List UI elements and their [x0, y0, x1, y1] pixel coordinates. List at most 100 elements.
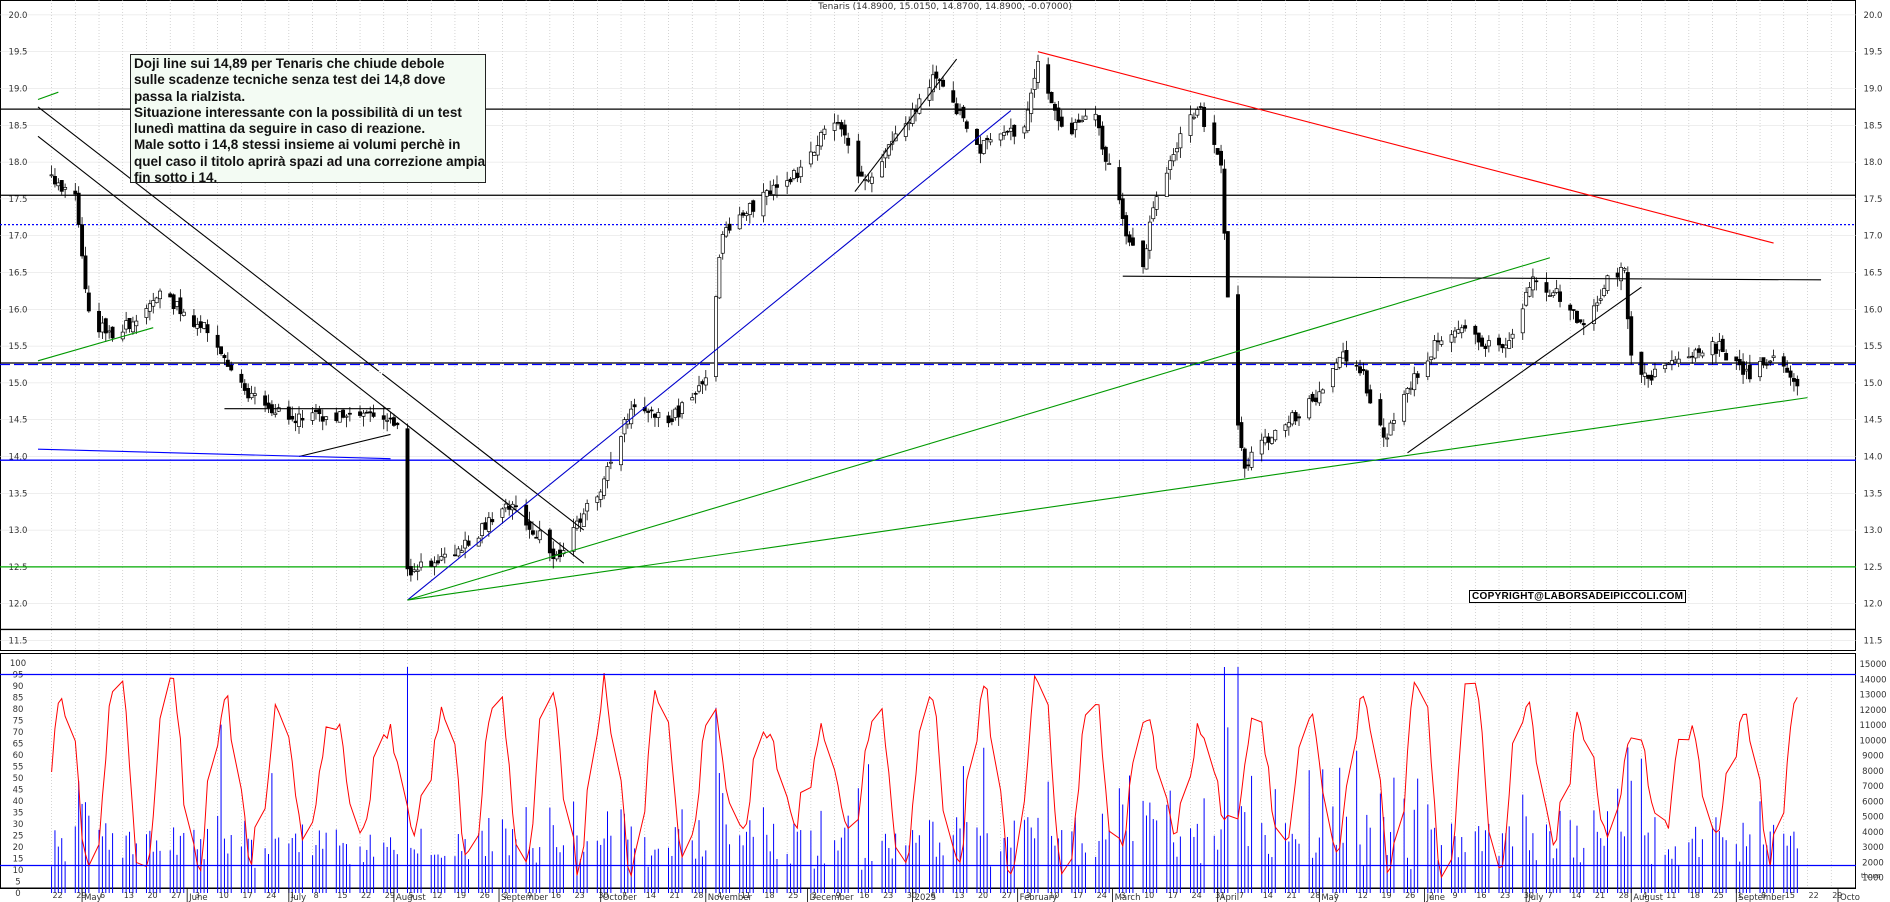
- x-day-tick: 14: [646, 891, 656, 900]
- candle-body: [242, 383, 247, 391]
- candle-body: [347, 412, 352, 415]
- trendline: [407, 257, 1551, 601]
- candle-body: [954, 103, 959, 115]
- candle-body: [578, 518, 583, 523]
- candle-body: [866, 179, 871, 182]
- osc-tick-label: 0: [15, 889, 20, 899]
- osc-tick-label: 40: [13, 797, 24, 807]
- x-month-label: June: [188, 893, 208, 902]
- candle-body: [768, 190, 773, 195]
- candle-body: [86, 292, 91, 312]
- x-day-tick: 7: [1239, 891, 1244, 900]
- candle-body: [629, 408, 634, 425]
- x-month-label: February: [1020, 893, 1058, 902]
- osc-tick-label: 30: [13, 820, 24, 830]
- candle-body: [880, 161, 885, 178]
- candle-body: [1225, 231, 1230, 298]
- volume-unit-label: thous: [1861, 872, 1881, 880]
- candle-body: [442, 553, 447, 558]
- y-tick-label-right: 13.0: [1864, 526, 1883, 536]
- candle-body: [1791, 378, 1796, 382]
- x-day-tick: 1: [290, 891, 295, 900]
- candle-body: [595, 496, 600, 503]
- x-day-tick: 22: [361, 891, 371, 900]
- x-day-tick: 25: [788, 891, 798, 900]
- candle-body: [961, 106, 966, 119]
- candle-body: [1693, 349, 1698, 359]
- x-day-tick: 12: [1358, 891, 1368, 900]
- trendline: [37, 106, 585, 531]
- candle-body: [1785, 367, 1790, 373]
- x-month-label: October: [603, 893, 638, 902]
- candle-body: [412, 569, 417, 572]
- candle-body: [673, 408, 678, 418]
- x-day-tick: 29: [1832, 891, 1842, 900]
- volume-tick-label: 9000: [1862, 752, 1884, 762]
- candlesticks: [49, 54, 1800, 582]
- candle-body: [700, 381, 705, 385]
- candle-body: [1697, 348, 1701, 353]
- x-day-tick: 27: [1002, 891, 1012, 900]
- candle-body: [1795, 378, 1800, 387]
- candle-body: [1520, 308, 1525, 334]
- candle-body: [195, 324, 200, 329]
- candle-body: [1429, 356, 1434, 360]
- candle-body: [1188, 114, 1193, 136]
- y-tick-label-left: 20.0: [9, 11, 28, 21]
- candle-body: [1249, 451, 1254, 468]
- candle-body: [724, 227, 729, 237]
- candle-body: [1690, 355, 1695, 358]
- candle-body: [1120, 198, 1125, 219]
- candle-body: [83, 255, 88, 290]
- candle-body: [1385, 437, 1390, 440]
- candle-body: [1700, 352, 1705, 357]
- candle-body: [1391, 420, 1396, 424]
- candle-body: [981, 140, 986, 154]
- x-day-tick: 5: [1334, 891, 1339, 900]
- candle-body: [964, 121, 969, 129]
- candle-body: [1530, 276, 1535, 291]
- candle-body: [1639, 351, 1644, 375]
- candle-body: [1432, 340, 1437, 359]
- candle-body: [1534, 280, 1539, 283]
- candle-body: [1025, 109, 1030, 132]
- candle-body: [1320, 389, 1325, 394]
- candle-body: [605, 466, 610, 481]
- volume-tick-label: 4000: [1862, 828, 1884, 838]
- x-day-tick: 8: [1761, 891, 1766, 900]
- x-day-tick: 24: [266, 891, 276, 900]
- candle-body: [893, 133, 898, 142]
- candle-body: [337, 411, 342, 423]
- candle-body: [741, 212, 746, 216]
- x-day-tick: 20: [147, 891, 157, 900]
- candle-body: [1720, 338, 1725, 353]
- candle-body: [1744, 368, 1749, 372]
- volume-tick-label: 2000: [1862, 858, 1884, 868]
- candle-body: [775, 184, 779, 188]
- osc-tick-label: 95: [13, 671, 24, 681]
- candle-body: [1575, 310, 1579, 323]
- candle-body: [1622, 268, 1627, 271]
- candle-body: [1144, 248, 1149, 270]
- candle-body: [978, 144, 983, 154]
- x-day-tick: 9: [527, 891, 532, 900]
- x-day-tick: 15: [1785, 891, 1795, 900]
- candle-body: [1283, 424, 1288, 431]
- candle-body: [1527, 287, 1532, 297]
- volume-tick-label: 12000: [1859, 706, 1886, 716]
- candle-body: [1408, 387, 1413, 390]
- y-tick-label-left: 15.5: [9, 342, 28, 352]
- analysis-note: Doji line sui 14,89 per Tenaris che chiu…: [130, 54, 486, 185]
- candle-body: [56, 182, 61, 187]
- osc-tick-label: 90: [13, 682, 24, 692]
- candle-body: [822, 128, 827, 135]
- candle-body: [1714, 343, 1718, 354]
- trendline: [1037, 51, 1774, 244]
- candle-body: [107, 330, 112, 333]
- candle-body: [388, 417, 393, 420]
- candle-body: [836, 121, 840, 124]
- candle-body: [1768, 360, 1773, 363]
- candle-body: [1314, 397, 1318, 402]
- y-tick-label-right: 14.0: [1864, 453, 1883, 463]
- candle-body: [314, 409, 318, 413]
